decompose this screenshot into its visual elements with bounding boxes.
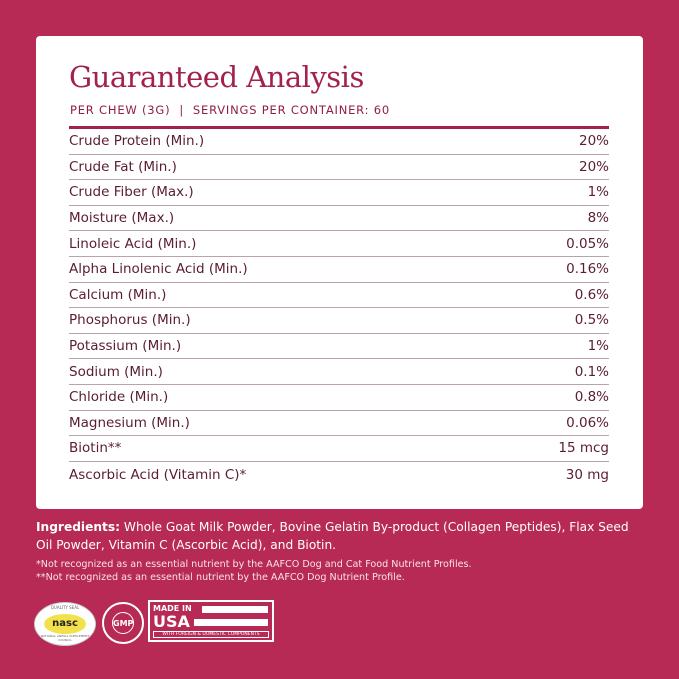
nutrient-label: Chloride (Min.) [69, 389, 169, 406]
nasc-seal-logo: QUALITY SEAL nasc NATIONAL ANIMAL SUPPLE… [34, 602, 96, 646]
nutrient-value: 20% [578, 158, 609, 175]
nutrient-label: Potassium (Min.) [69, 338, 182, 355]
serving-info: PER CHEW (3G) | SERVINGS PER CONTAINER: … [70, 103, 390, 117]
page-title: Guaranteed Analysis [69, 60, 364, 94]
nutrient-label: Calcium (Min.) [69, 286, 167, 303]
footnotes: *Not recognized as an essential nutrient… [36, 558, 472, 584]
nutrient-value: 1% [587, 184, 609, 201]
nutrient-value: 0.6% [574, 286, 609, 303]
nutrient-label: Sodium (Min.) [69, 363, 163, 380]
nutrient-value: 0.1% [574, 363, 609, 380]
footnote: *Not recognized as an essential nutrient… [36, 559, 472, 570]
divider [69, 126, 609, 129]
footnote: **Not recognized as an essential nutrien… [36, 572, 405, 583]
guaranteed-analysis-card: Guaranteed Analysis PER CHEW (3G) | SERV… [36, 36, 643, 509]
table-row: Biotin** 15 mcg [69, 436, 609, 462]
table-row: Alpha Linolenic Acid (Min.) 0.16% [69, 257, 609, 283]
analysis-table: Crude Protein (Min.) 20% Crude Fat (Min.) 2… [69, 129, 609, 487]
nutrient-label: Magnesium (Min.) [69, 414, 190, 431]
table-row: Calcium (Min.) 0.6% [69, 283, 609, 309]
ingredients-text: Whole Goat Milk Powder, Bovine Gelatin B… [36, 520, 629, 552]
ingredients: Ingredients: Whole Goat Milk Powder, Bov… [36, 518, 646, 554]
nutrient-value: 0.16% [566, 261, 609, 278]
nutrient-value: 15 mcg [558, 440, 609, 457]
nutrient-label: Ascorbic Acid (Vitamin C)* [69, 466, 247, 483]
gmp-seal-logo: GMP [102, 602, 144, 644]
nutrient-value: 0.05% [566, 235, 609, 252]
ingredients-label: Ingredients: [36, 520, 121, 534]
table-row: Linoleic Acid (Min.) 0.05% [69, 231, 609, 257]
nutrient-value: 8% [587, 210, 609, 227]
nutrient-label: Phosphorus (Min.) [69, 312, 191, 329]
table-row: Sodium (Min.) 0.1% [69, 359, 609, 385]
nutrient-label: Alpha Linolenic Acid (Min.) [69, 261, 248, 278]
table-row: Crude Fiber (Max.) 1% [69, 180, 609, 206]
nutrient-label: Biotin** [69, 440, 122, 457]
table-row: Potassium (Min.) 1% [69, 334, 609, 360]
nutrient-label: Crude Fiber (Max.) [69, 184, 194, 201]
table-row: Chloride (Min.) 0.8% [69, 385, 609, 411]
nutrient-value: 0.5% [574, 312, 609, 329]
nutrient-label: Crude Fat (Min.) [69, 158, 177, 175]
nutrient-value: 1% [587, 338, 609, 355]
nutrient-label: Crude Protein (Min.) [69, 133, 205, 150]
nutrient-label: Linoleic Acid (Min.) [69, 235, 197, 252]
table-row: Crude Fat (Min.) 20% [69, 155, 609, 181]
table-row: Magnesium (Min.) 0.06% [69, 411, 609, 437]
nutrient-label: Moisture (Max.) [69, 210, 175, 227]
nutrient-value: 30 mg [565, 466, 609, 483]
table-row: Crude Protein (Min.) 20% [69, 129, 609, 155]
nutrient-value: 0.8% [574, 389, 609, 406]
table-row: Ascorbic Acid (Vitamin C)* 30 mg [69, 462, 609, 488]
nutrient-value: 0.06% [566, 414, 609, 431]
nutrient-value: 20% [578, 133, 609, 150]
table-row: Phosphorus (Min.) 0.5% [69, 308, 609, 334]
made-in-usa-logo: MADE IN USA WITH FOREIGN & DOMESTIC COMP… [148, 600, 274, 642]
table-row: Moisture (Max.) 8% [69, 206, 609, 232]
